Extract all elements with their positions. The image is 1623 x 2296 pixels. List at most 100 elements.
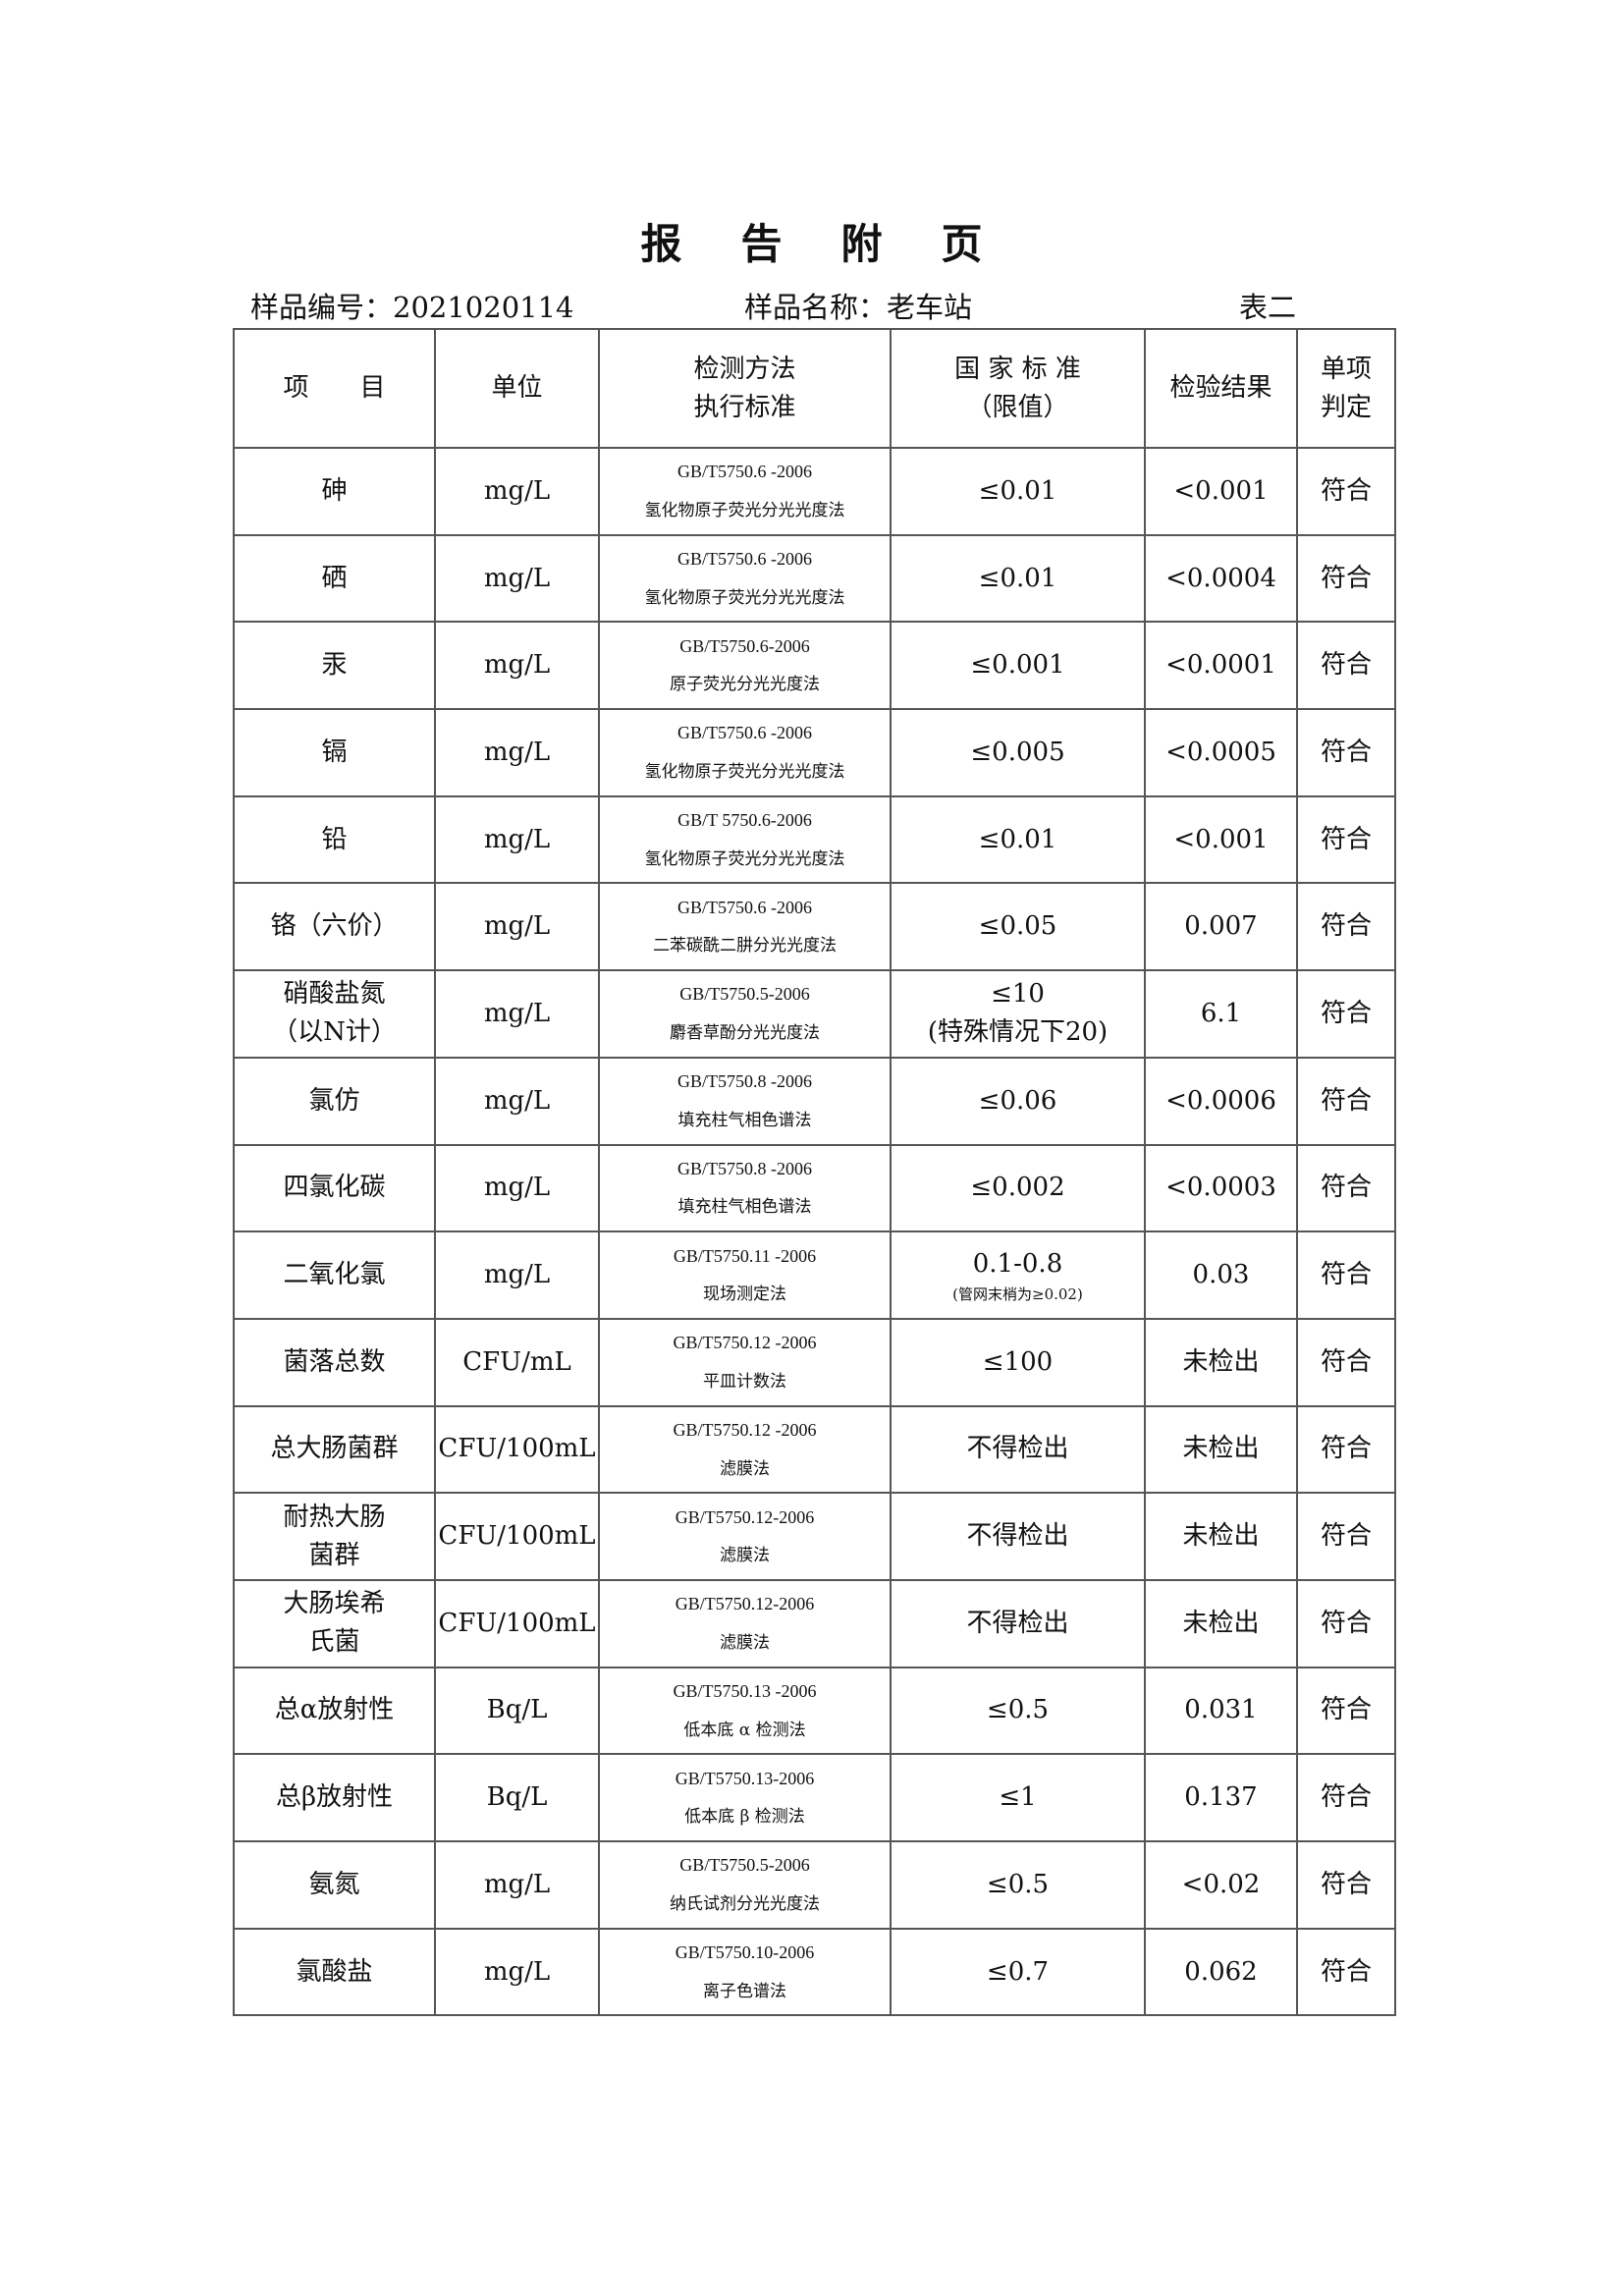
result-value: 6.1: [1200, 998, 1242, 1028]
unit: mg/L: [483, 1956, 551, 1987]
method-standard: GB/T5750.5-2006: [679, 984, 810, 1005]
method-standard: GB/T5750.6 -2006: [677, 549, 812, 570]
judgement: 符合: [1320, 737, 1372, 767]
cell-unit: mg/L: [434, 621, 600, 711]
judgement: 符合: [1320, 824, 1372, 854]
method-standard: GB/T5750.13 -2006: [673, 1680, 817, 1701]
result-value: <0.0003: [1165, 1173, 1276, 1203]
result-value: <0.001: [1173, 475, 1269, 506]
cell-method: GB/T5750.13-2006 低本底 β 检测法: [598, 1753, 892, 1842]
unit: mg/L: [483, 1085, 551, 1116]
method-standard: GB/T5750.12 -2006: [673, 1333, 817, 1353]
table-row: 镉 mg/L GB/T5750.6 -2006 氢化物原子荧光分光光度法 ≤0.005 <…: [233, 708, 1396, 797]
cell-unit: CFU/100mL: [434, 1492, 600, 1581]
cell-item: 硝酸盐氮 （以N计）: [233, 969, 436, 1059]
method-name: 二苯碳酰二肼分光光度法: [653, 936, 837, 957]
cell-judge: 符合: [1296, 969, 1396, 1059]
item-name: 汞: [321, 650, 348, 681]
limit-value-line2: (特殊情况下20): [927, 1017, 1109, 1048]
item-name-line2: （以N计）: [272, 1017, 397, 1048]
method-name: 平皿计数法: [703, 1371, 786, 1392]
cell-result: <0.001: [1144, 447, 1298, 536]
cell-limit: 0.1-0.8 (管网末梢为≥0.02): [890, 1230, 1146, 1320]
cell-limit: ≤100: [890, 1317, 1146, 1407]
method-standard: GB/T5750.13-2006: [675, 1768, 815, 1788]
title-char: 页: [941, 220, 983, 268]
item-name: 氨氮: [308, 1869, 360, 1899]
cell-limit: 不得检出: [890, 1404, 1146, 1495]
cell-item: 氯酸盐: [233, 1927, 436, 2017]
limit-value: 0.1-0.8: [972, 1248, 1063, 1279]
judgement: 符合: [1320, 1173, 1372, 1203]
unit: CFU/100mL: [438, 1434, 596, 1464]
table-label: 表二: [1239, 291, 1297, 324]
table-row: 砷 mg/L GB/T5750.6 -2006 氢化物原子荧光分光光度法 ≤0.01 <0…: [233, 447, 1396, 536]
table-row: 硝酸盐氮 （以N计） mg/L GB/T5750.5-2006 麝香草酚分光光度法 ≤10…: [233, 969, 1396, 1059]
cell-method: GB/T5750.5-2006 纳氏试剂分光光度法: [598, 1840, 892, 1930]
item-name: 菌落总数: [283, 1346, 386, 1377]
table-row: 耐热大肠 菌群 CFU/100mL GB/T5750.12-2006 滤膜法 不得检出 未检…: [233, 1492, 1396, 1581]
header-row: 项 目 单位 检测方法 执行标准 国 家 标 准 （限值） 检验结果 单项 判定: [233, 328, 1396, 449]
cell-method: GB/T5750.6 -2006 氢化物原子荧光分光光度法: [598, 708, 892, 797]
cell-unit: mg/L: [434, 1840, 600, 1930]
limit-value: ≤10: [991, 979, 1045, 1010]
method-standard: GB/T5750.8 -2006: [677, 1071, 812, 1092]
item-name: 氯酸盐: [296, 1956, 373, 1987]
cell-limit: ≤0.5: [890, 1666, 1146, 1756]
cell-judge: 符合: [1296, 1404, 1396, 1495]
cell-judge: 符合: [1296, 533, 1396, 624]
cell-method: GB/T5750.8 -2006 填充柱气相色谱法: [598, 1056, 892, 1146]
method-name: 氢化物原子荧光分光光度法: [644, 500, 845, 520]
cell-item: 总大肠菌群: [233, 1404, 436, 1495]
cell-judge: 符合: [1296, 1578, 1396, 1668]
header-method-line2: 执行标准: [693, 392, 796, 422]
method-name: 离子色谱法: [703, 1981, 786, 2001]
limit-value: ≤0.5: [986, 1869, 1050, 1899]
cell-result: 未检出: [1144, 1317, 1298, 1407]
cell-item: 砷: [233, 447, 436, 536]
item-name: 铅: [321, 824, 348, 854]
method-standard: GB/T5750.6 -2006: [677, 897, 812, 917]
unit: mg/L: [483, 998, 551, 1028]
cell-item: 菌落总数: [233, 1317, 436, 1407]
cell-judge: 符合: [1296, 621, 1396, 711]
cell-result: 未检出: [1144, 1404, 1298, 1495]
cell-method: GB/T5750.11 -2006 现场测定法: [598, 1230, 892, 1320]
result-value: <0.001: [1173, 824, 1269, 854]
method-standard: GB/T5750.11 -2006: [673, 1245, 817, 1266]
method-standard: GB/T5750.12 -2006: [673, 1419, 817, 1440]
judgement: 符合: [1320, 1260, 1372, 1290]
result-value: 未检出: [1182, 1434, 1260, 1464]
cell-result: <0.0005: [1144, 708, 1298, 797]
cell-limit: ≤1: [890, 1753, 1146, 1842]
header-item: 项 目: [233, 328, 436, 449]
cell-item: 铬（六价）: [233, 882, 436, 972]
judgement: 符合: [1320, 1346, 1372, 1377]
result-value: 0.137: [1184, 1782, 1258, 1813]
item-name: 四氯化碳: [283, 1173, 386, 1203]
cell-unit: mg/L: [434, 882, 600, 972]
table-row: 四氯化碳 mg/L GB/T5750.8 -2006 填充柱气相色谱法 ≤0.002 <0…: [233, 1143, 1396, 1233]
cell-judge: 符合: [1296, 1927, 1396, 2017]
cell-limit: ≤0.01: [890, 533, 1146, 624]
judgement: 符合: [1320, 911, 1372, 942]
cell-result: <0.0004: [1144, 533, 1298, 624]
item-name-line2: 菌群: [308, 1540, 360, 1570]
method-name: 低本底 β 检测法: [684, 1807, 805, 1828]
page-title: 报告附页: [0, 211, 1623, 271]
title-char: 告: [740, 220, 783, 268]
cell-method: GB/T 5750.6-2006 氢化物原子荧光分光光度法: [598, 794, 892, 885]
cell-result: 0.137: [1144, 1753, 1298, 1842]
table-row: 铅 mg/L GB/T 5750.6-2006 氢化物原子荧光分光光度法 ≤0.01 <0…: [233, 794, 1396, 885]
cell-method: GB/T5750.5-2006 麝香草酚分光光度法: [598, 969, 892, 1059]
cell-limit: 不得检出: [890, 1578, 1146, 1668]
item-name: 硝酸盐氮: [283, 979, 386, 1010]
unit: CFU/100mL: [438, 1521, 596, 1552]
judgement: 符合: [1320, 1869, 1372, 1899]
judgement: 符合: [1320, 475, 1372, 506]
limit-value: ≤0.002: [970, 1173, 1065, 1203]
cell-unit: CFU/100mL: [434, 1578, 600, 1668]
cell-limit: ≤0.01: [890, 447, 1146, 536]
cell-unit: mg/L: [434, 1056, 600, 1146]
item-name: 耐热大肠: [283, 1502, 386, 1532]
